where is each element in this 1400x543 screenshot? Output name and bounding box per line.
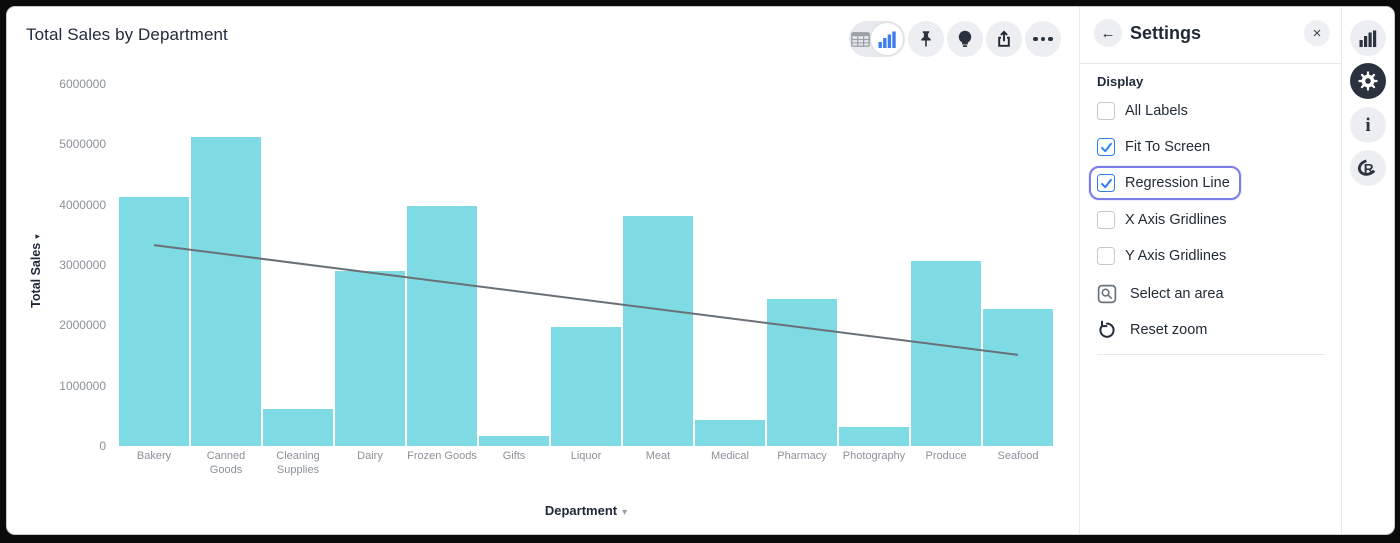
x-axis: Bakery Canned Goods Cleaning Supplies Dairy… [118, 449, 1054, 477]
bar-produce[interactable] [911, 261, 981, 446]
view-toolbar [849, 21, 1061, 57]
r-logo-icon: R [1357, 159, 1378, 177]
view-toggle [849, 21, 905, 57]
y-tick-label: 3000000 [59, 258, 106, 272]
bar-cleaning-supplies[interactable] [263, 408, 333, 446]
share-export-icon [998, 30, 1010, 47]
bar-chart-view-icon [878, 31, 896, 48]
x-tick-label: Seafood [997, 450, 1039, 462]
close-icon: × [1312, 24, 1322, 42]
bar-chart-view-button[interactable] [871, 23, 903, 55]
bar-dairy[interactable] [335, 271, 405, 446]
table-view-icon [850, 31, 870, 47]
bar-liquor[interactable] [551, 326, 621, 446]
y-tick-label: 5000000 [59, 137, 106, 152]
rail-chart-button[interactable] [1350, 20, 1386, 56]
more-button[interactable] [1025, 21, 1061, 57]
chart-region: Total Sales by Department [7, 7, 1079, 534]
y-tick-label: 6000000 [59, 77, 106, 91]
x-tick-label: Pharmacy [777, 450, 827, 462]
display-section-heading: Display [1097, 74, 1144, 89]
x-tick-label: Bakery [136, 450, 172, 462]
insights-lightbulb-icon [958, 30, 972, 47]
bar-meat[interactable] [623, 216, 693, 446]
x-tick-label: Photography [842, 450, 906, 462]
bar-gifts[interactable] [479, 436, 549, 446]
x-tick-label: Gifts [502, 450, 526, 462]
y-tick-label: 1000000 [59, 378, 106, 393]
checkbox-regression-line[interactable] [1097, 174, 1115, 192]
x-tick-label: Frozen Goods [407, 450, 477, 462]
bar-seafood[interactable] [983, 309, 1053, 446]
checkbox-row-x-axis-gridlines[interactable]: X Axis Gridlines [1097, 211, 1227, 229]
back-arrow-icon: ← [1100, 24, 1116, 42]
pin-icon [921, 31, 931, 47]
checkbox-x-axis-gridlines[interactable] [1097, 211, 1115, 229]
y-tick-label: 0 [99, 439, 106, 453]
axis-dropdown-icon: ▾ [622, 507, 628, 518]
bar-photography[interactable] [839, 427, 909, 446]
share-button[interactable] [986, 21, 1022, 57]
bar-frozen-goods[interactable] [407, 205, 477, 446]
close-panel-button[interactable]: × [1304, 20, 1330, 46]
back-button[interactable]: ← [1094, 19, 1122, 47]
checkbox-row-regression-line[interactable]: Regression Line [1089, 166, 1241, 200]
action-label: Select an area [1130, 286, 1224, 302]
x-tick-label: Liquor [570, 450, 602, 462]
checkbox-fit-to-screen[interactable] [1097, 138, 1115, 156]
checkbox-label: Y Axis Gridlines [1125, 248, 1227, 264]
table-view-button[interactable] [849, 31, 871, 47]
action-label: Reset zoom [1130, 322, 1208, 338]
info-icon: i [1365, 114, 1371, 136]
plot-area [118, 84, 1054, 446]
checkbox-label: All Labels [1125, 103, 1188, 119]
checkbox-label: Regression Line [1125, 175, 1230, 191]
checkbox-row-fit-to-screen[interactable]: Fit To Screen [1097, 138, 1210, 156]
checkbox-label: X Axis Gridlines [1125, 212, 1227, 228]
x-tick-label: Medical [711, 450, 749, 462]
reset-zoom-icon [1099, 320, 1115, 338]
chart-panel-icon [1359, 30, 1377, 47]
rail-settings-button[interactable] [1350, 63, 1386, 99]
settings-gear-icon [1358, 71, 1378, 91]
panel-divider [1097, 354, 1325, 355]
x-tick-label: Canned Goods [206, 450, 246, 476]
settings-panel: ← Settings × Display All Labels Fit To S… [1079, 7, 1342, 534]
panel-divider [1080, 63, 1342, 64]
checkbox-row-y-axis-gridlines[interactable]: Y Axis Gridlines [1097, 247, 1226, 265]
x-tick-label: Dairy [357, 450, 383, 462]
rail-info-button[interactable]: i [1350, 107, 1386, 143]
select-area-action[interactable]: Select an area [1097, 284, 1224, 304]
y-axis-title[interactable]: Total Sales▾ [29, 234, 43, 308]
x-tick-label: Produce [925, 450, 967, 462]
x-tick-label: Meat [645, 450, 671, 462]
chart-title: Total Sales by Department [26, 25, 228, 44]
checkbox-label: Fit To Screen [1125, 139, 1211, 155]
right-rail: i R [1341, 7, 1394, 534]
insights-button[interactable] [947, 21, 983, 57]
more-ellipsis-icon [1033, 36, 1053, 42]
checkbox-y-axis-gridlines[interactable] [1097, 247, 1115, 265]
bar-canned-goods[interactable] [191, 136, 261, 446]
bar-bakery[interactable] [119, 197, 189, 446]
y-tick-label: 4000000 [59, 197, 106, 212]
checkbox-row-all-labels[interactable]: All Labels [1097, 102, 1188, 120]
x-axis-title[interactable]: Department ▾ [544, 503, 628, 518]
regression-line [153, 244, 1019, 356]
pin-button[interactable] [908, 21, 944, 57]
checkbox-all-labels[interactable] [1097, 102, 1115, 120]
x-tick-label: Cleaning Supplies [276, 450, 320, 476]
settings-panel-title: Settings [1130, 23, 1202, 43]
app-window: Total Sales by Department [6, 6, 1395, 535]
svg-text:R: R [1364, 162, 1374, 177]
reset-zoom-action[interactable]: Reset zoom [1097, 320, 1207, 340]
y-tick-label: 2000000 [59, 318, 106, 333]
axis-expand-icon: ▾ [32, 234, 42, 239]
area-select-icon [1097, 284, 1117, 304]
rail-r-button[interactable]: R [1350, 150, 1386, 186]
y-axis: 0 1000000 2000000 3000000 4000000 5000000 6000… [43, 78, 106, 452]
bar-medical[interactable] [695, 420, 765, 446]
